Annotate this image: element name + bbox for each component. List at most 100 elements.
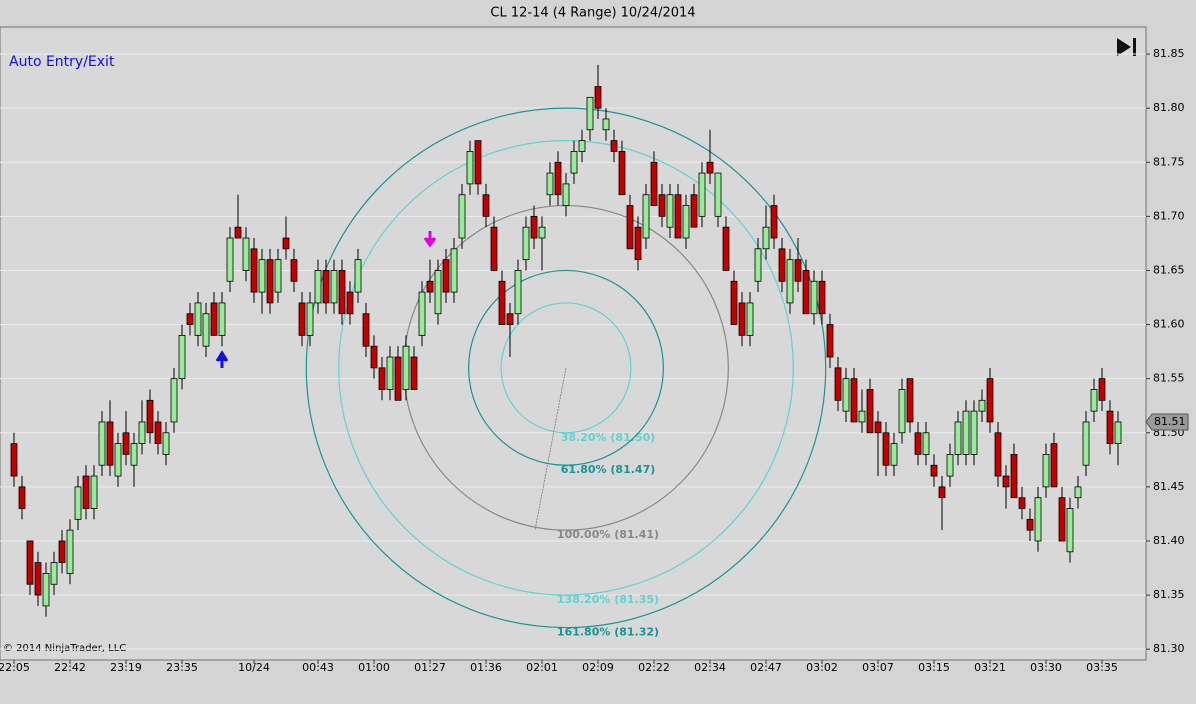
candle-body [458,194,466,239]
candle-body [994,432,1002,477]
candle-body [90,475,98,509]
candle-body [386,356,394,390]
last-price-label: 81.51 [1154,415,1186,428]
candle-body [930,464,938,477]
y-tick-label: 81.30 [1153,642,1185,655]
candle-body [58,540,66,564]
candle-body [730,280,738,325]
candle-body [338,270,346,315]
fib-circle [305,107,827,629]
y-tick-label: 81.60 [1153,318,1185,331]
candle-body [770,205,778,239]
y-tick-label: 81.55 [1153,372,1185,385]
candle-body [666,194,674,228]
x-tick-label: 02:34 [694,661,726,674]
candle-body [42,573,50,607]
candle-body [922,432,930,455]
x-tick-label: 03:35 [1086,661,1118,674]
fib-label: 161.80% (81.32) [557,626,659,639]
candle-body [322,270,330,304]
candle-body [498,280,506,325]
fib-circle [468,269,664,466]
candle-body [618,151,626,196]
x-tick-label: 22:05 [0,661,30,674]
candle-body [962,410,970,455]
candle-body [522,226,530,261]
candle-body [570,151,578,174]
candle-body [234,226,242,239]
fib-label: 61.80% (81.47) [561,463,656,476]
candle-body [914,432,922,455]
buy-arrow [215,350,229,368]
x-tick-label: 02:22 [638,661,670,674]
last-price-marker [1145,413,1189,431]
y-tick-label: 81.65 [1153,263,1185,276]
x-tick-label: 03:07 [862,661,894,674]
candle-body [226,237,234,282]
candle-body [506,313,514,325]
candle-body [978,399,986,412]
candle-body [586,96,594,131]
candle-body [810,280,818,315]
go-to-end-icon[interactable] [1117,38,1136,56]
candle-body [250,248,258,293]
candle-body [122,432,130,455]
candle-body [346,291,354,315]
candle-body [10,443,18,477]
candle-body [282,237,290,250]
candle-body [746,302,754,336]
candle-body [602,118,610,131]
candle-body [482,194,490,217]
fib-circle [500,302,632,434]
candle-body [1058,497,1066,542]
candle-body [394,356,402,401]
end-bar-icon[interactable] [1133,38,1136,56]
candle-body [490,226,498,271]
candle-body [578,140,586,152]
candle-body [154,421,162,444]
candle-body [426,280,434,293]
candle-body [194,302,202,336]
fib-anchor-line [534,367,567,531]
candle-body [18,486,26,509]
candle-body [802,270,810,315]
candle-body [98,421,106,466]
candle-body [474,140,482,185]
candle-body [650,161,658,206]
candle-body [826,324,834,358]
candle-body [938,486,946,499]
candle-body [818,280,826,315]
fib-label: 138.20% (81.35) [557,593,659,606]
y-tick-label: 81.85 [1153,47,1185,60]
candle-body [1018,497,1026,509]
x-tick-label: 23:35 [166,661,198,674]
candle-body [970,410,978,455]
candle-body [362,313,370,347]
grid [0,53,1146,650]
sell-arrow [423,231,437,248]
candle-body [202,313,210,347]
candle-body [562,183,570,206]
play-icon[interactable] [1117,38,1131,56]
candle-body [306,302,314,336]
candle-body [450,248,458,293]
candle-body [354,259,362,293]
candle-body [258,259,266,293]
candle-body [170,378,178,423]
candle-body [698,172,706,217]
annotation: Auto Entry/Exit [9,54,115,70]
candle-body [1050,443,1058,488]
candle-body [754,248,762,282]
candle-body [722,226,730,271]
candle-body [850,378,858,423]
x-tick-label: 02:47 [750,661,782,674]
x-tick-label: 03:30 [1030,661,1062,674]
candle-body [554,161,562,196]
candle-body [1106,410,1114,444]
x-tick-label: 22:42 [54,661,86,674]
candle-body [946,454,954,477]
candle-body [34,562,42,596]
chart-title: CL 12-14 (4 Range) 10/24/2014 [490,6,695,21]
x-tick-label: 23:19 [110,661,142,674]
